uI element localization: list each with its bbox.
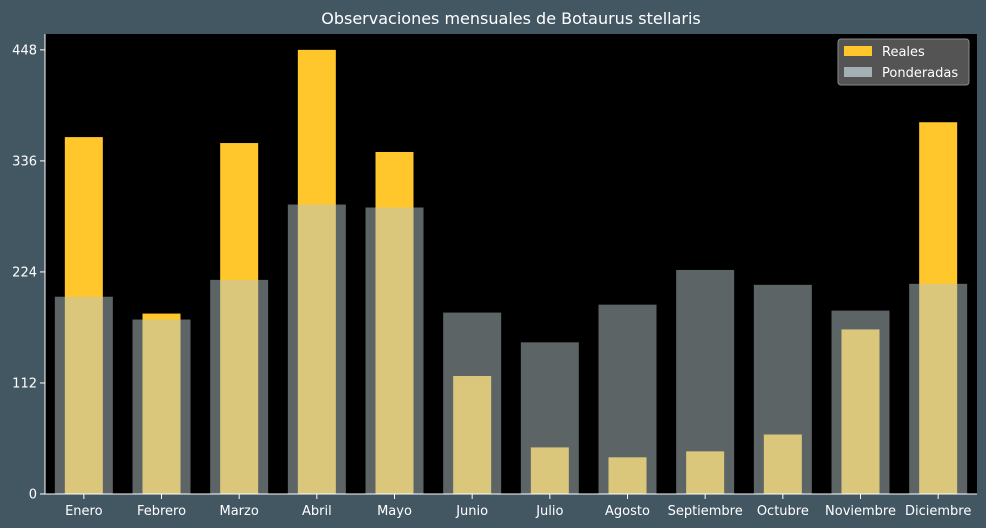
x-tick-label: Septiembre — [668, 504, 743, 519]
bar-ponderadas-octubre — [753, 284, 812, 494]
plot-area — [45, 34, 977, 494]
bar-ponderadas-julio — [520, 342, 579, 494]
x-tick-label: Enero — [65, 504, 103, 519]
chart-title: Observaciones mensuales de Botaurus stel… — [321, 9, 701, 28]
x-tick-label: Julio — [535, 504, 563, 519]
y-tick-label: 448 — [12, 43, 37, 58]
x-tick-label: Agosto — [605, 504, 650, 519]
legend: Reales Ponderadas — [837, 38, 970, 86]
y-tick-label: 0 — [29, 488, 37, 503]
x-tick-label: Febrero — [137, 504, 186, 519]
x-tick-label: Abril — [302, 504, 332, 519]
bar-ponderadas-agosto — [598, 304, 657, 494]
y-tick-label: 336 — [12, 154, 37, 169]
bar-ponderadas-diciembre — [909, 283, 968, 494]
y-tick-label: 112 — [12, 376, 37, 391]
x-tick-label: Mayo — [377, 504, 412, 519]
legend-label-reales: Reales — [882, 45, 925, 60]
bar-ponderadas-junio — [443, 312, 502, 494]
bar-ponderadas-abril — [287, 204, 346, 494]
bar-ponderadas-septiembre — [676, 269, 735, 494]
bar-ponderadas-febrero — [132, 319, 191, 494]
x-tick-label: Diciembre — [905, 504, 971, 519]
legend-swatch-ponderadas — [844, 67, 872, 77]
bar-ponderadas-enero — [54, 296, 113, 494]
legend-label-ponderadas: Ponderadas — [882, 66, 958, 81]
series-ponderadas — [54, 204, 968, 494]
x-tick-label: Noviembre — [825, 504, 896, 519]
x-tick-label: Junio — [455, 504, 488, 519]
bar-ponderadas-noviembre — [831, 310, 890, 494]
y-tick-label: 224 — [12, 265, 37, 280]
x-tick-label: Marzo — [220, 504, 259, 519]
bar-ponderadas-mayo — [365, 207, 424, 494]
legend-swatch-reales — [844, 46, 872, 56]
x-tick-label: Octubre — [757, 504, 809, 519]
bar-ponderadas-marzo — [210, 279, 269, 494]
